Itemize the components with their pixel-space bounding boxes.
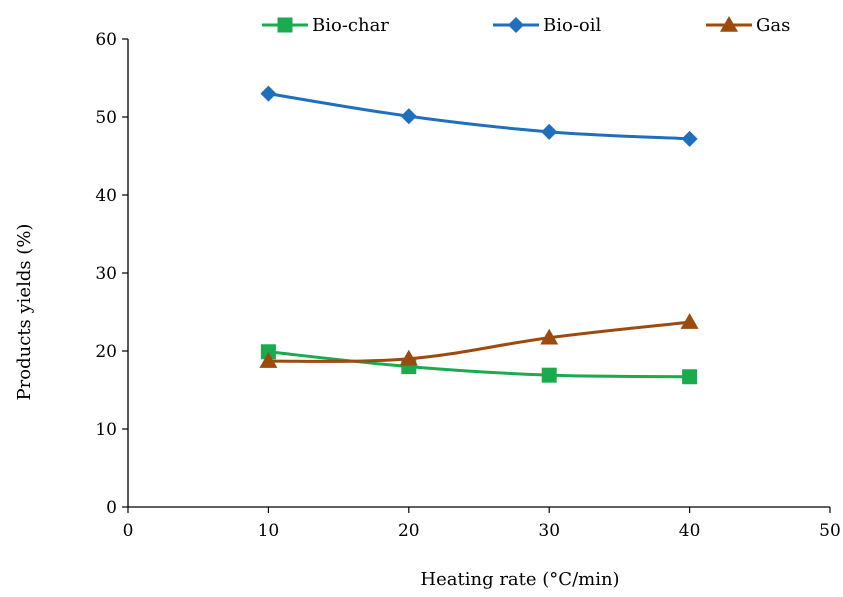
data-point-bio-oil <box>400 108 417 125</box>
series-line-gas <box>268 320 690 363</box>
series-line-bio-char <box>268 350 690 379</box>
data-point-bio-oil <box>260 85 277 102</box>
legend-item-gas: Gas <box>706 15 790 36</box>
x-tick-label: 20 <box>398 521 420 541</box>
y-tick-label: 50 <box>95 108 117 128</box>
y-tick-label: 0 <box>106 498 117 518</box>
legend-item-bio-char: Bio-char <box>262 15 389 36</box>
legend: Bio-char Bio-oil Gas <box>262 15 790 36</box>
data-point-bio-oil <box>541 123 558 140</box>
y-tick-label: 30 <box>95 264 117 284</box>
y-tick-label: 60 <box>95 30 117 50</box>
x-axis-title: Heating rate (°C/min) <box>420 569 619 590</box>
y-tick-label: 20 <box>95 342 117 362</box>
y-axis-title: Products yields (%) <box>14 224 35 401</box>
series-bio-oil <box>260 85 698 147</box>
data-point-bio-oil <box>681 130 698 147</box>
y-tick-label: 10 <box>95 420 117 440</box>
data-point-gas <box>540 328 559 345</box>
legend-marker-bio-oil <box>508 17 524 33</box>
data-point-bio-char <box>260 344 276 360</box>
axes <box>127 39 830 508</box>
legend-item-bio-oil: Bio-oil <box>493 15 601 36</box>
data-point-bio-char <box>541 367 557 383</box>
legend-label-gas: Gas <box>756 15 790 36</box>
y-tick-label: 40 <box>95 186 117 206</box>
data-point-bio-char <box>682 369 698 385</box>
ticks: 0 10 20 30 40 50 60 0 10 20 30 40 50 <box>95 30 840 541</box>
legend-marker-bio-char <box>277 17 293 33</box>
x-tick-label: 50 <box>819 521 841 541</box>
series-line-bio-oil <box>268 92 690 141</box>
data-point-gas <box>680 313 699 329</box>
series-gas <box>259 313 699 368</box>
x-tick-label: 40 <box>679 521 701 541</box>
legend-marker-gas <box>720 16 738 32</box>
x-tick-label: 0 <box>123 521 134 541</box>
data-point-gas <box>259 352 278 368</box>
x-tick-label: 30 <box>538 521 560 541</box>
legend-label-bio-char: Bio-char <box>312 15 389 36</box>
data-point-gas <box>399 349 418 366</box>
series-layer <box>259 85 699 385</box>
legend-label-bio-oil: Bio-oil <box>543 15 601 36</box>
x-tick-label: 10 <box>258 521 280 541</box>
